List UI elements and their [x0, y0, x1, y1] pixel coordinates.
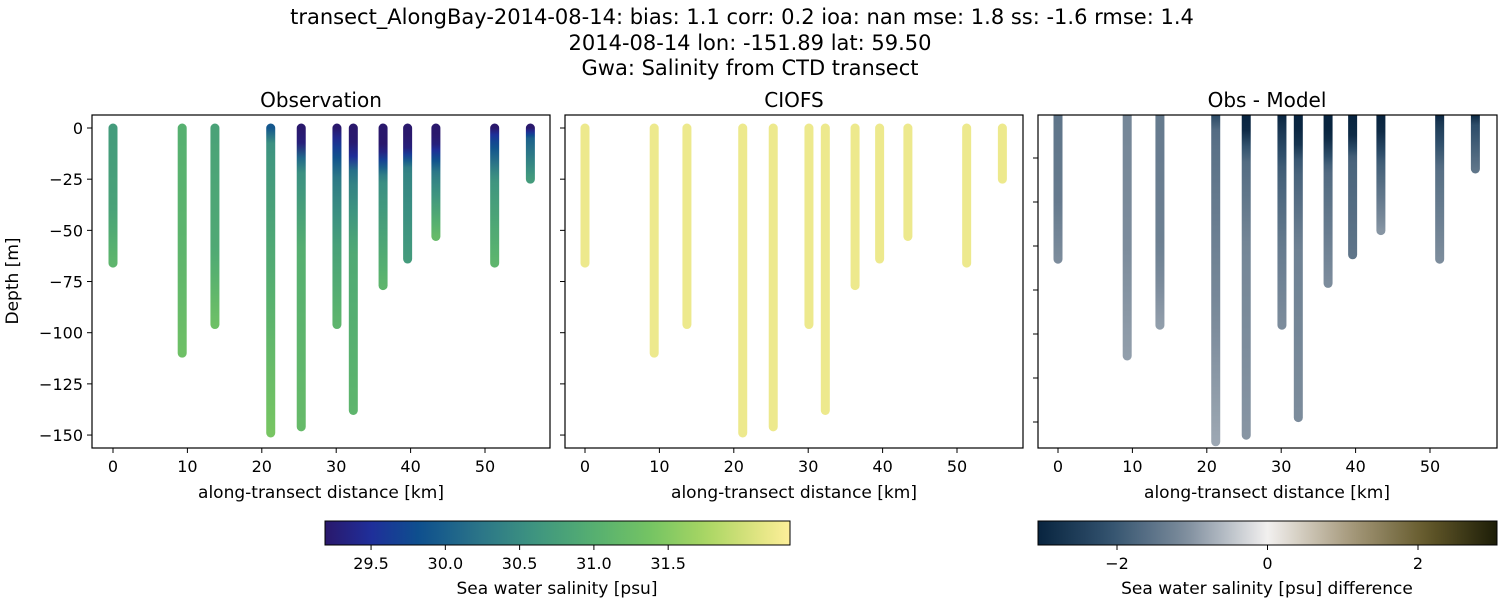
y-tick-label: −100	[39, 324, 83, 343]
x-tick-label: 30	[1271, 457, 1291, 476]
panel-title-model: CIOFS	[764, 88, 823, 112]
x-tick-label: 10	[649, 457, 669, 476]
panel-3	[1053, 115, 1480, 447]
y-tick-label: −125	[39, 375, 83, 394]
colorbar-difference	[1037, 520, 1498, 546]
y-tick-label: −25	[49, 170, 83, 189]
x-axis-label-model: along-transect distance [km]	[671, 483, 917, 503]
y-tick-label: 0	[73, 119, 83, 138]
x-tick-label: 0	[580, 457, 590, 476]
panel-title-observation: Observation	[260, 88, 382, 112]
x-tick-label: 50	[475, 457, 495, 476]
colorbar-tick-label: 31.0	[576, 554, 612, 573]
axes-frame-2	[564, 114, 1024, 449]
x-tick-label: 40	[400, 457, 420, 476]
x-tick-label: 40	[1345, 457, 1365, 476]
colorbar-tick-label: 30.5	[502, 554, 538, 573]
colorbar-label-difference: Sea water salinity [psu] difference	[1121, 579, 1413, 599]
x-tick-label: 20	[252, 457, 272, 476]
axes-frame-3	[1037, 114, 1498, 449]
colorbar-tick-label: 31.5	[650, 554, 686, 573]
x-tick-label: 0	[1053, 457, 1063, 476]
x-tick-label: 20	[1197, 457, 1217, 476]
colorbar-tick-label: 29.5	[353, 554, 389, 573]
x-axis-label-observation: along-transect distance [km]	[198, 483, 444, 503]
x-tick-label: 10	[1122, 457, 1142, 476]
figure-title-line-3: Gwa: Salinity from CTD transect	[582, 56, 919, 80]
colorbar-tick-label: 0	[1262, 554, 1272, 573]
colorbar-tick-label: 30.0	[428, 554, 464, 573]
figure-title-line-1: transect_AlongBay-2014-08-14: bias: 1.1 …	[290, 5, 1194, 30]
colorbar-tick-label: 2	[1413, 554, 1423, 573]
x-tick-label: 20	[724, 457, 744, 476]
colorbar-tick-label: −2	[1105, 554, 1129, 573]
x-tick-label: 50	[1420, 457, 1440, 476]
x-tick-label: 30	[326, 457, 346, 476]
colorbar-label-salinity: Sea water salinity [psu]	[457, 579, 658, 599]
x-tick-label: 30	[798, 457, 818, 476]
y-tick-label: −50	[49, 221, 83, 240]
x-tick-label: 40	[872, 457, 892, 476]
y-axis-label: Depth [m]	[3, 237, 23, 324]
x-tick-label: 10	[177, 457, 197, 476]
y-tick-label: −150	[39, 426, 83, 445]
panel-title-difference: Obs - Model	[1208, 88, 1327, 112]
x-tick-label: 0	[108, 457, 118, 476]
figure-title-line-2: 2014-08-14 lon: -151.89 lat: 59.50	[569, 31, 932, 55]
x-axis-label-difference: along-transect distance [km]	[1144, 483, 1390, 503]
colorbar-salinity	[324, 520, 791, 546]
panel-2	[580, 123, 1007, 438]
x-tick-label: 50	[947, 457, 967, 476]
panel-1	[108, 123, 535, 438]
axes-frame-1	[91, 114, 551, 449]
y-tick-label: −75	[49, 273, 83, 292]
